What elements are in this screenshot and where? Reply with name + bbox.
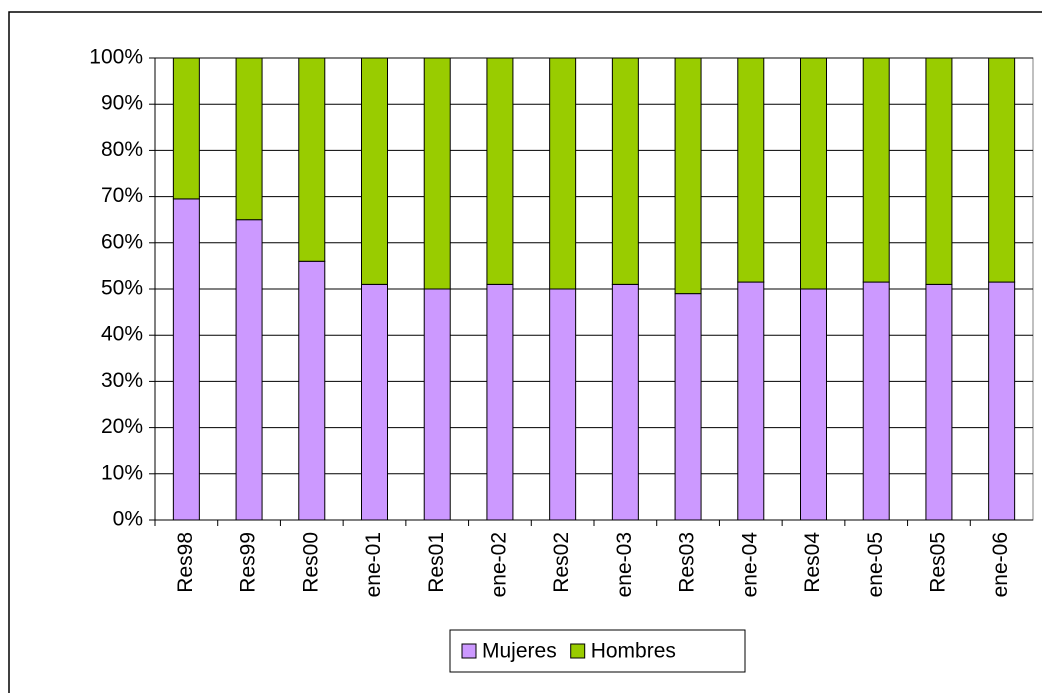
bar-segment [800, 57, 827, 290]
bar-segment [361, 57, 388, 285]
legend-swatch [461, 643, 477, 659]
legend-label: Hombres [591, 640, 676, 663]
bar-segment [549, 57, 577, 290]
bar-segment [423, 288, 451, 521]
y-tick-label: 20% [101, 415, 143, 438]
x-tick-label: Res99 [237, 532, 260, 593]
x-tick-label: Res01 [425, 532, 448, 593]
x-tick-label: Res02 [550, 532, 573, 593]
y-tick-label: 0% [113, 508, 143, 531]
y-tick-label: 90% [101, 92, 143, 115]
bar-segment [862, 57, 890, 283]
y-tick-label: 70% [101, 184, 143, 207]
bar-segment [674, 57, 702, 295]
bar-segment [423, 57, 451, 290]
x-tick-label: Res03 [676, 532, 699, 593]
legend-label: Mujeres [482, 640, 557, 663]
bar-segment [611, 283, 639, 521]
bar-segment [235, 219, 263, 521]
x-tick-label: ene-04 [738, 532, 761, 598]
legend-swatch [570, 643, 586, 659]
bar-segment [988, 57, 1016, 283]
x-tick-label: Res98 [174, 532, 197, 593]
bar-segment [800, 288, 827, 521]
x-tick-label: Res00 [299, 532, 322, 593]
bar-segment [611, 57, 639, 285]
x-tick-label: Res04 [801, 532, 824, 593]
x-tick-label: ene-06 [989, 532, 1012, 597]
y-tick-label: 30% [101, 369, 143, 392]
x-tick-label: ene-01 [362, 532, 385, 597]
x-tick-label: ene-03 [613, 532, 636, 597]
x-tick-label: ene-02 [487, 532, 510, 597]
x-tick-label: Res05 [926, 532, 949, 593]
x-tick-label: ene-05 [864, 532, 887, 597]
bar-segment [486, 57, 514, 285]
bar-segment [486, 283, 514, 521]
bar-segment [235, 57, 263, 221]
bar-segment [737, 57, 765, 283]
y-tick-label: 50% [101, 277, 143, 300]
bar-segment [172, 198, 200, 521]
bar-segment [925, 57, 953, 285]
y-tick-label: 100% [89, 46, 143, 69]
y-tick-label: 40% [101, 323, 143, 346]
bar-segment [674, 293, 702, 521]
y-tick-label: 60% [101, 230, 143, 253]
legend-box [449, 629, 746, 673]
bar-segment [862, 281, 890, 521]
bar-segment [737, 281, 765, 521]
y-tick-label: 10% [101, 461, 143, 484]
bar-segment [298, 57, 326, 262]
bar-segment [925, 283, 953, 521]
bar-segment [361, 283, 388, 521]
bar-segment [549, 288, 577, 521]
bar-segment [172, 57, 200, 200]
y-tick-label: 80% [101, 138, 143, 161]
bar-segment [988, 281, 1016, 521]
bar-segment [298, 260, 326, 521]
